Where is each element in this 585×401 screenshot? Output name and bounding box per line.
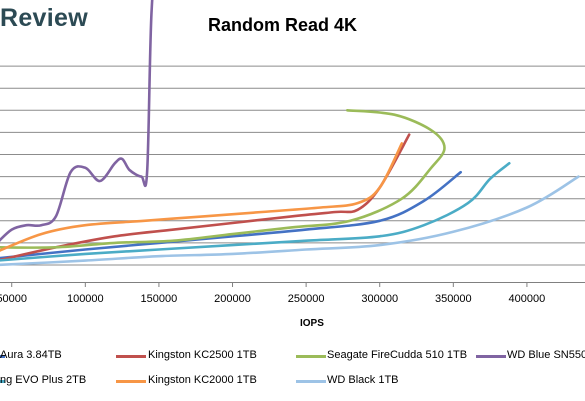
x-axis-label: IOPS (300, 318, 324, 329)
legend-label-text: WD Blue SN550 (507, 349, 585, 361)
legend-label-text: ng EVO Plus 2TB (0, 374, 87, 386)
legend-swatch-bar (116, 380, 146, 383)
series-line (0, 175, 580, 267)
series-line (0, 162, 511, 262)
x-tick-label: 350000 (435, 293, 472, 305)
x-tick-label: 250000 (288, 293, 325, 305)
legend-swatch-bar (0, 355, 5, 358)
gridlines (0, 65, 585, 266)
legend-swatch-bar (476, 355, 506, 358)
legend-label-text: Seagate FireCudda 510 1TB (327, 349, 468, 361)
legend-swatch (0, 374, 5, 388)
x-tick-label: 300000 (361, 293, 398, 305)
legend-swatch (116, 374, 146, 388)
x-tick-label: 150000 (141, 293, 178, 305)
legend-swatch (116, 349, 146, 363)
legend-swatch-bar (0, 380, 5, 383)
series-line (0, 142, 404, 252)
legend-label-text: Aura 3.84TB (0, 349, 62, 361)
legend-label-text: Kingston KC2000 1TB (148, 374, 257, 386)
legend-swatch-bar (296, 380, 326, 383)
legend-swatch (476, 349, 506, 363)
legend-label-text: WD Black 1TB (327, 374, 399, 386)
brand-logo-text: Review (0, 4, 88, 32)
legend-swatch-bar (296, 355, 326, 358)
x-tick-label: 50000 (0, 293, 27, 305)
x-tick-label: 200000 (214, 293, 251, 305)
legend-swatch (296, 349, 326, 363)
x-axis-tick-labels: 50000 100000 150000 200000 250000 300000 35000… (0, 293, 545, 305)
x-tick-label: 400000 (509, 293, 546, 305)
legend-swatch (296, 374, 326, 388)
series-line (0, 170, 462, 260)
legend-label-text: Kingston KC2500 1TB (148, 349, 257, 361)
chart-title: Random Read 4K (208, 15, 358, 35)
series-line (0, 0, 154, 242)
series-line (0, 109, 446, 249)
series-lines (0, 0, 580, 267)
x-axis-tick-marks (11, 282, 528, 287)
legend-swatch (0, 349, 5, 363)
series-line (0, 133, 411, 262)
x-tick-label: 100000 (67, 293, 104, 305)
legend-swatch-bar (116, 355, 146, 358)
